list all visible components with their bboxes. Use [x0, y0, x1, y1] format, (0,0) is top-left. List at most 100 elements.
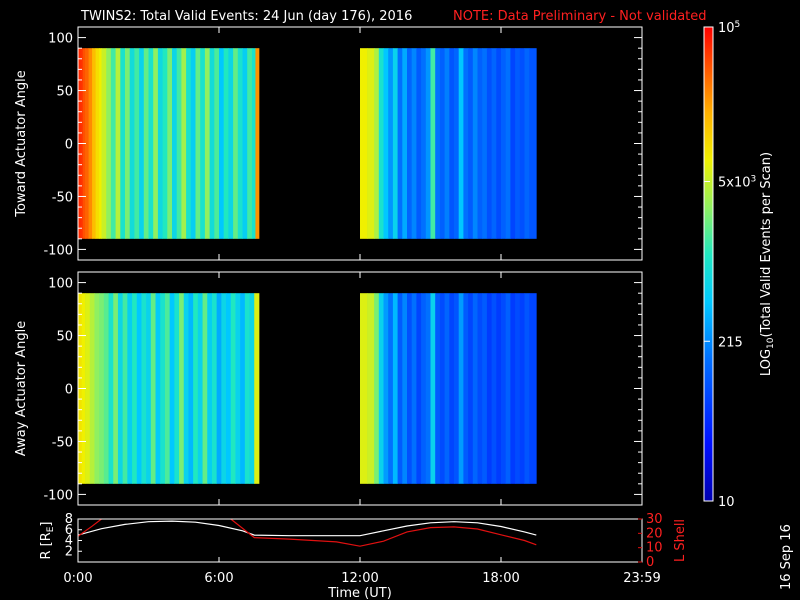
heatmap-column: [214, 48, 220, 239]
heatmap-column: [146, 293, 152, 484]
heatmap-column: [402, 48, 408, 239]
heatmap-column: [416, 293, 422, 484]
heatmap-column: [132, 293, 138, 484]
heatmap-column: [407, 48, 413, 239]
heatmap-column: [92, 48, 97, 239]
heatmap-column: [383, 293, 389, 484]
y-left-tick-label: 8: [65, 512, 73, 527]
heatmap-column: [195, 48, 201, 239]
heatmap-column: [454, 48, 460, 239]
heatmap-column: [176, 48, 182, 239]
y-left-tick-label: 6: [65, 523, 73, 538]
heatmap-column: [162, 48, 168, 239]
heatmap-column: [240, 293, 246, 484]
heatmap-column: [139, 48, 145, 239]
heatmap-column: [117, 293, 124, 484]
heatmap-column: [425, 293, 431, 484]
y-right-tick-label: 20: [646, 526, 663, 541]
heatmap-column: [458, 48, 464, 239]
heatmap-column: [94, 293, 100, 484]
heatmap-column: [402, 293, 408, 484]
heatmap-column: [491, 293, 497, 484]
heatmap-column: [143, 48, 149, 239]
heatmap-column: [150, 293, 156, 484]
heatmap-column: [454, 293, 460, 484]
heatmap-column: [155, 293, 161, 484]
x-tick-label: 18:00: [482, 571, 519, 586]
heatmap-column: [458, 293, 464, 484]
colorbar-tick-label: 5x103: [718, 175, 756, 191]
x-tick-label: 23:59: [623, 571, 660, 586]
heatmap-column: [378, 48, 384, 239]
heatmap-column: [472, 48, 478, 239]
heatmap-column: [157, 48, 163, 239]
y-axis-label: Away Actuator Angle: [14, 321, 29, 456]
heatmap-column: [449, 48, 455, 239]
footer-date: 16 Sep 16: [779, 524, 794, 590]
heatmap-column: [472, 293, 478, 484]
heatmap-column: [449, 293, 455, 484]
heatmap-column: [181, 48, 187, 239]
heatmap-column: [519, 293, 525, 484]
heatmap-column: [491, 48, 497, 239]
heatmap-column: [99, 48, 102, 239]
heatmap-column: [108, 293, 114, 484]
heatmap-column: [360, 48, 368, 239]
heatmap-column: [219, 48, 225, 239]
heatmap-column: [482, 48, 488, 239]
heatmap-column: [204, 48, 210, 239]
heatmap-column: [367, 293, 375, 484]
heatmap-column: [134, 48, 140, 239]
heatmap-column: [99, 293, 105, 484]
heatmap-column: [251, 48, 256, 239]
heatmap-column: [486, 48, 492, 239]
colorbar-tick-label: 105: [718, 20, 740, 36]
heatmap-column: [388, 48, 394, 239]
heatmap-column: [374, 48, 380, 239]
heatmap-column: [223, 48, 229, 239]
toward-heatmap-panel: 100 50 0 -50 -100 Toward Actuator Angle: [14, 26, 643, 261]
heatmap-column: [367, 48, 375, 239]
heatmap-column: [430, 293, 436, 484]
heatmap-column: [397, 293, 403, 484]
heatmap-column: [172, 48, 178, 239]
heatmap-column: [230, 293, 236, 484]
heatmap-column: [226, 293, 232, 484]
heatmap-column: [188, 293, 194, 484]
preliminary-note: NOTE: Data Preliminary - Not validated: [453, 9, 707, 24]
heatmap-column: [416, 48, 422, 239]
heatmap-column: [254, 293, 260, 484]
heatmap-column: [247, 48, 253, 239]
y-left-tick-label: 2: [65, 544, 73, 559]
heatmap-column: [430, 48, 436, 239]
heatmap-column: [407, 293, 413, 484]
heatmap-column: [237, 48, 243, 239]
plot-title: TWINS2: Total Valid Events: 24 Jun (day …: [80, 9, 412, 24]
heatmap-column: [421, 48, 427, 239]
y-right-tick-label: 30: [646, 512, 663, 527]
heatmap-column: [515, 48, 521, 239]
heatmap-column: [101, 48, 107, 239]
colorbar-tick-label: 10: [718, 495, 735, 510]
heatmap-column: [148, 48, 154, 239]
heatmap-column: [482, 293, 488, 484]
y-right-tick-label: 0: [646, 555, 654, 570]
heatmap-column: [244, 293, 250, 484]
heatmap-column: [179, 293, 185, 484]
heatmap-column: [221, 293, 227, 484]
heatmap-column: [103, 293, 109, 484]
lshell-series-line: [78, 519, 537, 547]
heatmap-column: [228, 48, 234, 239]
heatmap-column: [505, 293, 511, 484]
heatmap-column: [421, 293, 427, 484]
heatmap-column: [435, 48, 441, 239]
x-tick-label: 12:00: [341, 571, 378, 586]
heatmap-column: [209, 48, 215, 239]
y-tick-label: -100: [43, 243, 73, 258]
heatmap-column: [125, 48, 131, 239]
colorbar-tick-label: 215: [718, 335, 743, 350]
panel-frame: [77, 518, 643, 563]
heatmap-column: [207, 293, 213, 484]
heatmap-column: [496, 293, 502, 484]
heatmap-column: [113, 293, 119, 484]
